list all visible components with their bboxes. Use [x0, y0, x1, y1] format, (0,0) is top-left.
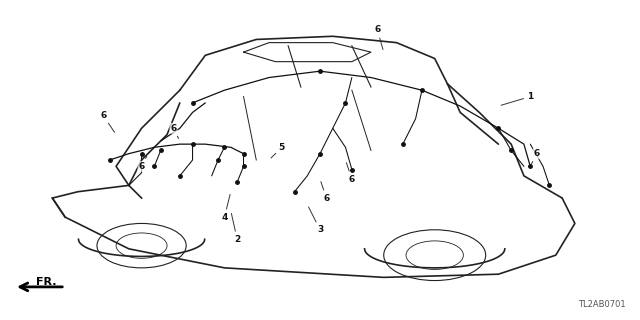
Text: 6: 6	[346, 163, 355, 184]
Text: TL2AB0701: TL2AB0701	[579, 300, 626, 309]
Text: 4: 4	[221, 195, 230, 222]
Text: 6: 6	[532, 149, 540, 164]
Text: 3: 3	[308, 207, 323, 234]
Text: FR.: FR.	[36, 277, 56, 287]
Text: 5: 5	[271, 143, 285, 158]
Text: 6: 6	[321, 182, 330, 203]
Text: 6: 6	[138, 156, 147, 171]
Text: 6: 6	[374, 25, 383, 50]
Text: 6: 6	[100, 111, 115, 132]
Text: 6: 6	[170, 124, 179, 139]
Text: 1: 1	[501, 92, 533, 105]
Text: 2: 2	[232, 213, 240, 244]
